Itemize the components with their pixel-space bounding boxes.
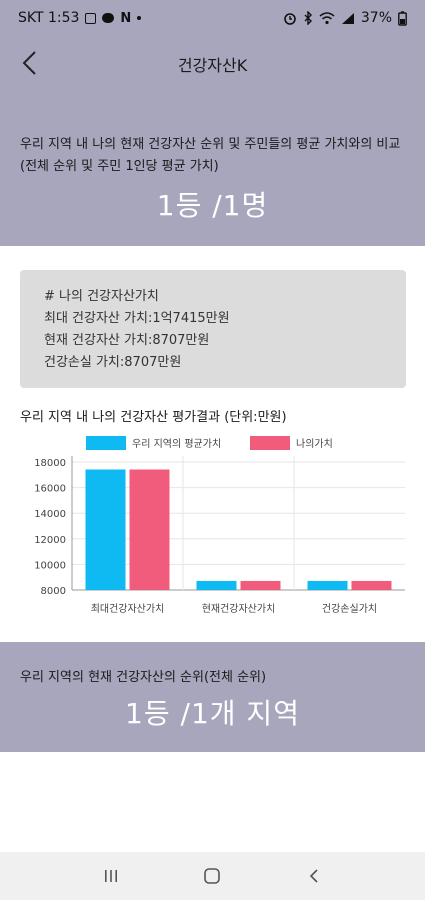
bar <box>307 580 348 590</box>
wifi-icon <box>319 11 335 24</box>
bar <box>196 580 237 590</box>
carrier-time: SKT 1:53 <box>18 10 80 26</box>
max-asset-value: 최대 건강자산 가치:1억7415만원 <box>44 311 230 326</box>
message-icon <box>102 13 115 23</box>
y-tick-label: 10000 <box>34 560 66 571</box>
system-nav-bar <box>0 852 425 900</box>
bluetooth-icon <box>304 11 312 25</box>
notification-dot-icon <box>137 16 142 20</box>
y-tick-label: 12000 <box>34 535 66 546</box>
home-button[interactable] <box>192 856 232 896</box>
recents-icon <box>104 870 117 882</box>
gallery-icon <box>85 12 97 24</box>
asset-info-heading: # 나의 건강자산가치 <box>44 289 159 304</box>
status-bar: SKT 1:53 N 37% <box>0 0 425 36</box>
chevron-left-icon <box>22 51 36 75</box>
loss-asset-value: 건강손실 가치:8707만원 <box>44 355 182 370</box>
legend-swatch <box>250 436 290 450</box>
bar <box>129 469 170 590</box>
bar <box>351 580 392 590</box>
region-rank-section: 우리 지역의 현재 건강자산의 순위(전체 순위) 1등 /1개 지역 <box>0 642 425 752</box>
rank-value: 1등 /1명 <box>156 189 269 222</box>
signal-icon <box>341 12 354 24</box>
current-asset-value: 현재 건강자산 가치:8707만원 <box>44 333 210 348</box>
battery-icon <box>398 10 407 26</box>
home-icon <box>204 868 221 884</box>
legend-label: 우리 지역의 평균가치 <box>132 438 221 450</box>
header-section: 건강자산K 우리 지역 내 나의 현재 건강자산 순위 및 주민들의 평균 가치… <box>0 36 425 246</box>
legend-label: 나의가치 <box>296 438 333 450</box>
y-tick-label: 14000 <box>34 509 66 520</box>
legend-swatch <box>86 436 126 450</box>
n-badge-icon: N <box>120 10 132 26</box>
page-title: 건강자산K <box>177 56 248 75</box>
bar-chart: 우리 지역의 평균가치 나의가치 8000 10000 12000 14000 16000 1… <box>0 428 425 628</box>
battery-percent: 37% <box>360 10 392 26</box>
nav-back-button[interactable] <box>294 856 334 896</box>
chart-title: 우리 지역 내 나의 건강자산 평가결과 (단위:만원) <box>20 410 287 425</box>
region-rank-value: 1등 /1개 지역 <box>125 697 300 730</box>
nav-back-icon <box>310 869 318 883</box>
y-tick-label: 8000 <box>41 586 66 597</box>
recents-button[interactable] <box>91 856 131 896</box>
x-tick-label: 현재건강자산가치 <box>202 603 276 615</box>
region-rank-description: 우리 지역의 현재 건강자산의 순위(전체 순위) <box>20 670 267 685</box>
back-button[interactable] <box>14 48 44 78</box>
chart-canvas: 우리 지역의 평균가치 나의가치 8000 10000 12000 14000 16000 1… <box>34 436 405 615</box>
rank-description: 우리 지역 내 나의 현재 건강자산 순위 및 주민들의 평균 가치와의 비교 … <box>20 137 401 174</box>
bar <box>85 469 126 590</box>
alarm-icon <box>284 13 296 25</box>
bar <box>240 580 281 590</box>
asset-info-card: # 나의 건강자산가치 최대 건강자산 가치:1억7415만원 현재 건강자산 … <box>20 270 406 388</box>
x-tick-label: 건강손실가치 <box>322 603 377 615</box>
x-tick-label: 최대건강자산가치 <box>91 603 165 615</box>
y-tick-label: 16000 <box>34 484 66 495</box>
y-tick-label: 18000 <box>34 458 66 469</box>
